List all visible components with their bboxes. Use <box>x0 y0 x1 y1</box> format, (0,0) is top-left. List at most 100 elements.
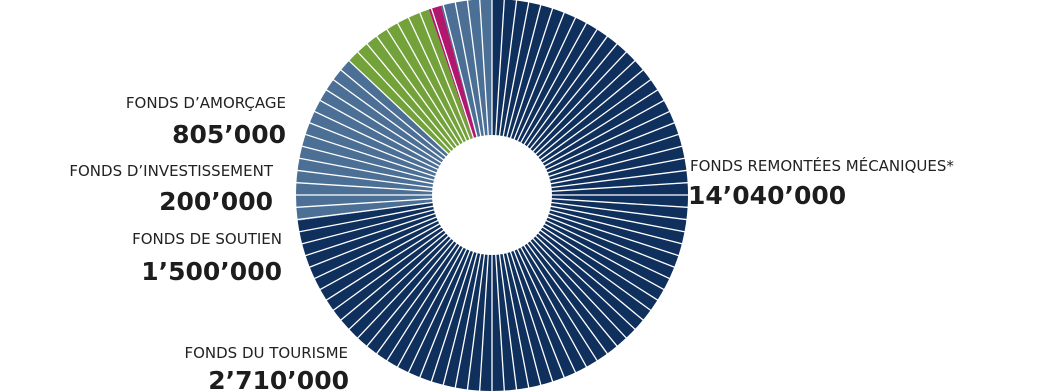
stripe-line <box>546 181 690 193</box>
stripe-line <box>442 3 479 142</box>
label-name-amorcage: FONDS D’AMORÇAGE <box>126 94 286 112</box>
stripe-line <box>297 204 439 233</box>
stripe-line <box>533 68 645 161</box>
stripe-line <box>523 239 609 356</box>
stripe-line <box>529 50 629 156</box>
stripe-line <box>546 169 689 189</box>
stripe-line <box>520 241 599 363</box>
stripe-line <box>454 248 483 390</box>
label-value-amorcage: 805’000 <box>172 120 286 149</box>
donut-hole <box>432 135 552 255</box>
stripe-line <box>466 249 486 392</box>
stripe-line <box>508 6 554 143</box>
stripe-line <box>454 0 483 142</box>
label-name-soutien: FONDS DE SOUTIEN <box>132 230 282 248</box>
stripe-line <box>514 244 577 375</box>
stripe-line <box>295 201 438 221</box>
stripe-line <box>536 226 653 312</box>
stripe-line <box>536 78 653 164</box>
stripe-line <box>505 248 542 387</box>
stripe-line <box>523 34 609 151</box>
stripe-line <box>498 249 518 392</box>
stripe-line <box>307 214 442 269</box>
stripe-line <box>517 242 588 369</box>
stripe-line <box>542 121 677 176</box>
stripe-line <box>418 245 473 380</box>
stripe-line <box>538 88 660 167</box>
stripe-line <box>297 157 439 186</box>
stripe-line <box>307 121 442 176</box>
stripe-line <box>294 181 438 193</box>
stripe-line <box>531 58 637 158</box>
stripe-line <box>430 6 476 143</box>
stripe-line <box>539 99 666 170</box>
stripe-line <box>407 244 470 375</box>
stripe-line <box>505 3 542 142</box>
stripe-line <box>508 247 554 384</box>
stripe-line <box>479 0 490 141</box>
stripe-line <box>385 241 464 363</box>
stripe-line <box>511 10 566 145</box>
stripe-line <box>355 234 455 340</box>
stripe-line <box>539 220 666 291</box>
stripe-line <box>318 99 445 170</box>
stripe-line <box>531 232 637 332</box>
stripe-line <box>295 169 438 189</box>
stripe-line <box>430 247 476 384</box>
stripe-line <box>501 0 530 142</box>
stripe-line <box>355 50 455 156</box>
stripe-line <box>544 211 681 257</box>
stripe-line <box>538 223 660 302</box>
stripe-line <box>300 145 439 182</box>
stripe-line <box>347 58 453 158</box>
stripe-line <box>546 197 690 209</box>
stripe-line <box>324 223 446 302</box>
stripe-line <box>520 27 599 149</box>
stripe-line <box>501 248 530 390</box>
stripe-line <box>312 217 443 280</box>
stripe-line <box>498 0 518 141</box>
label-value-tourisme: 2’710’000 <box>208 366 349 392</box>
stripe-line <box>517 21 588 148</box>
stripe-line <box>526 236 619 348</box>
stripe-line <box>339 68 451 161</box>
stripe-line <box>442 248 479 387</box>
stripe-line <box>494 249 506 392</box>
stripe-line <box>545 157 687 186</box>
stripe-line <box>331 78 448 164</box>
stripe-line <box>545 204 687 233</box>
stripe-line <box>494 0 505 141</box>
stripe-line <box>407 15 470 146</box>
stripe-line <box>418 10 473 145</box>
label-value-remontees: 14’040’000 <box>688 181 846 210</box>
stripe-line <box>545 145 684 182</box>
stripe-line <box>514 15 577 146</box>
stripe-line <box>545 208 684 245</box>
stripe-line <box>347 232 453 332</box>
label-name-remontees: FONDS REMONTÉES MÉCANIQUES* <box>690 156 954 175</box>
stripe-line <box>396 21 467 148</box>
stripe-line <box>318 220 445 291</box>
stripe-line <box>546 201 689 221</box>
stripe-line <box>466 0 486 141</box>
label-name-tourisme: FONDS DU TOURISME <box>184 344 348 362</box>
stripe-line <box>533 229 645 322</box>
stripe-line <box>303 133 440 179</box>
stripe-line <box>511 245 566 380</box>
stripe-line <box>526 42 619 154</box>
stripe-line <box>312 110 443 173</box>
stripe-line <box>541 217 672 280</box>
stripe-line <box>542 214 677 269</box>
stripe-line <box>396 242 467 369</box>
stripe-line <box>339 229 451 322</box>
stripe-line <box>303 211 440 257</box>
stripe-line <box>544 133 681 179</box>
label-value-investissement: 200’000 <box>159 187 273 216</box>
stripe-line <box>375 34 461 151</box>
slice-stripes <box>294 0 690 392</box>
stripe-line <box>541 110 672 173</box>
stripe-line <box>324 88 446 167</box>
stripe-line <box>385 27 464 149</box>
stripe-line <box>331 226 448 312</box>
